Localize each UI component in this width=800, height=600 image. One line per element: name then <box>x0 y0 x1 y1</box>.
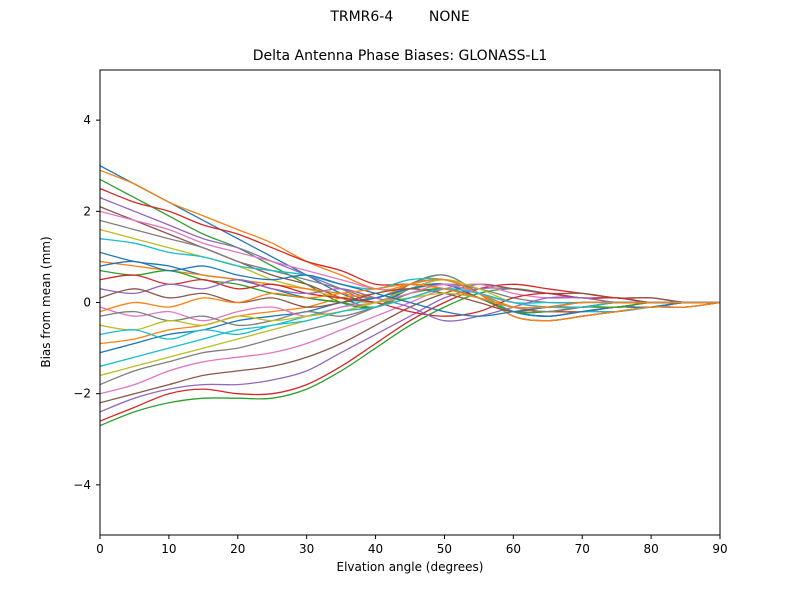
series-line <box>100 283 720 313</box>
figure-suptitle: TRMR6-4 NONE <box>330 9 470 25</box>
series-line <box>100 169 720 314</box>
x-axis-label: Elvation angle (degrees) <box>336 560 484 574</box>
y-tick-label: 2 <box>83 204 91 218</box>
x-tick-label: 70 <box>575 542 590 556</box>
y-tick-label: 4 <box>83 113 91 127</box>
x-tick-label: 60 <box>506 542 521 556</box>
x-tick-label: 10 <box>161 542 176 556</box>
x-tick-label: 90 <box>712 542 727 556</box>
y-tick-label: 0 <box>83 296 91 310</box>
series-line <box>100 283 720 422</box>
y-tick-label: −4 <box>73 478 91 492</box>
y-tick-label: −2 <box>73 387 91 401</box>
chart-title: Delta Antenna Phase Biases: GLONASS-L1 <box>252 48 548 64</box>
x-tick-label: 50 <box>437 542 452 556</box>
series-line <box>100 274 720 317</box>
x-tick-label: 80 <box>643 542 658 556</box>
series-line <box>100 288 720 427</box>
x-tick-label: 30 <box>299 542 314 556</box>
x-tick-label: 0 <box>96 542 104 556</box>
x-tick-label: 20 <box>230 542 245 556</box>
y-axis-label: Bias from mean (mm) <box>39 236 53 368</box>
x-tick-label: 40 <box>368 542 383 556</box>
